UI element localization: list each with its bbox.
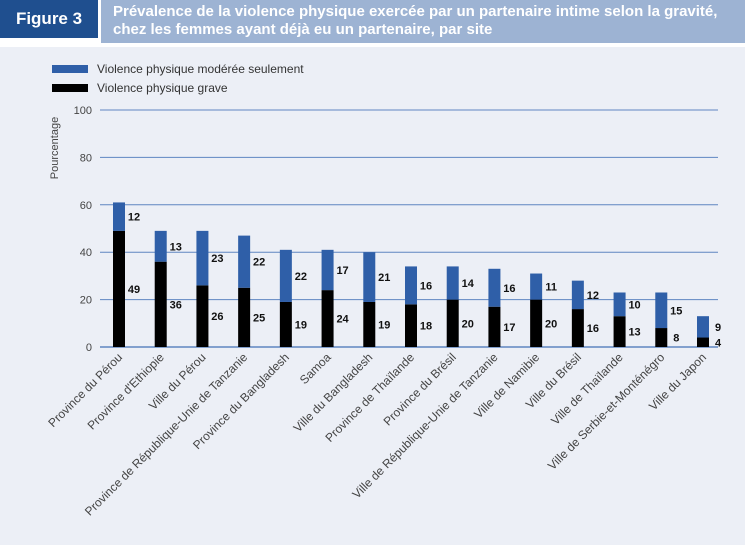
data-label: 21 xyxy=(378,272,390,284)
data-label: 17 xyxy=(503,322,515,334)
bar-segment xyxy=(154,230,167,262)
bar-segment xyxy=(571,309,584,347)
bar-segment xyxy=(279,301,292,347)
data-label: 11 xyxy=(545,282,557,294)
data-label: 16 xyxy=(587,323,599,335)
data-label: 22 xyxy=(295,271,307,283)
data-label: 15 xyxy=(670,305,682,317)
data-label: 12 xyxy=(587,290,599,302)
bar-segment xyxy=(113,202,125,231)
data-label: 19 xyxy=(295,319,307,331)
bar-segment xyxy=(196,230,209,286)
bar-segment xyxy=(655,292,668,329)
bar-segment xyxy=(405,266,417,305)
bar-segment xyxy=(613,316,626,347)
legend-swatch xyxy=(52,84,88,92)
x-tick-label: Ville du Bangladesh xyxy=(291,350,376,435)
data-label: 16 xyxy=(503,283,515,295)
legend-label: Violence physique modérée seulement xyxy=(97,62,304,76)
bar-segment xyxy=(530,273,543,300)
bar-segment xyxy=(405,304,417,347)
y-tick-label: 40 xyxy=(80,247,92,259)
data-label: 22 xyxy=(253,257,265,269)
y-tick-label: 60 xyxy=(80,200,92,212)
bar-segment xyxy=(154,261,167,347)
bar-segment xyxy=(446,299,459,347)
bar-segment xyxy=(697,316,709,338)
x-tick-label: Ville de Thaïlande xyxy=(548,350,626,428)
data-label: 36 xyxy=(170,299,182,311)
bar-segment xyxy=(613,292,626,317)
y-axis-label: Pourcentage xyxy=(49,117,61,179)
data-label: 17 xyxy=(336,265,348,277)
bar-segment xyxy=(363,301,376,347)
data-label: 20 xyxy=(462,318,474,330)
bar-segment xyxy=(321,290,334,347)
data-label: 18 xyxy=(420,321,432,333)
bar-segment xyxy=(363,252,376,302)
data-label: 20 xyxy=(545,318,557,330)
x-tick-label: Province d'Ethiopie xyxy=(85,350,168,433)
bar-segment xyxy=(196,285,209,347)
x-tick-label: Samoa xyxy=(297,350,334,387)
data-label: 4 xyxy=(715,337,722,349)
data-label: 8 xyxy=(673,333,679,345)
data-label: 9 xyxy=(715,322,721,334)
bar-segment xyxy=(488,306,501,347)
bar-segment xyxy=(321,249,334,291)
legend-swatch xyxy=(52,65,88,73)
bar-segment xyxy=(238,287,251,347)
bar-segment xyxy=(446,266,459,300)
y-tick-label: 0 xyxy=(86,342,92,354)
data-label: 25 xyxy=(253,312,265,324)
legend-label: Violence physique grave xyxy=(97,81,228,95)
chart-title: Prévalence de la violence physique exerc… xyxy=(101,0,745,43)
bar-segment xyxy=(488,268,501,307)
data-label: 13 xyxy=(170,241,182,253)
x-tick-label: Province du Brésil xyxy=(381,350,459,428)
figure-label: Figure 3 xyxy=(0,0,98,38)
bar-segment xyxy=(655,328,668,347)
data-label: 23 xyxy=(211,253,223,265)
bar-segment xyxy=(530,299,543,347)
bar-segment xyxy=(571,280,584,310)
data-label: 12 xyxy=(128,212,140,224)
bar-segment xyxy=(279,249,292,302)
data-label: 49 xyxy=(128,284,140,296)
bar-segment xyxy=(113,230,125,347)
data-label: 24 xyxy=(336,314,349,326)
y-tick-label: 80 xyxy=(80,152,92,164)
y-tick-label: 20 xyxy=(80,295,92,307)
data-label: 19 xyxy=(378,319,390,331)
data-label: 14 xyxy=(462,278,475,290)
bar-segment xyxy=(238,235,251,288)
y-tick-label: 100 xyxy=(74,105,92,117)
data-label: 16 xyxy=(420,280,432,292)
data-label: 10 xyxy=(628,299,640,311)
bar-segment xyxy=(697,337,709,347)
data-label: 26 xyxy=(211,311,223,323)
x-tick-label: Province du Pérou xyxy=(45,350,125,430)
data-label: 13 xyxy=(628,327,640,339)
